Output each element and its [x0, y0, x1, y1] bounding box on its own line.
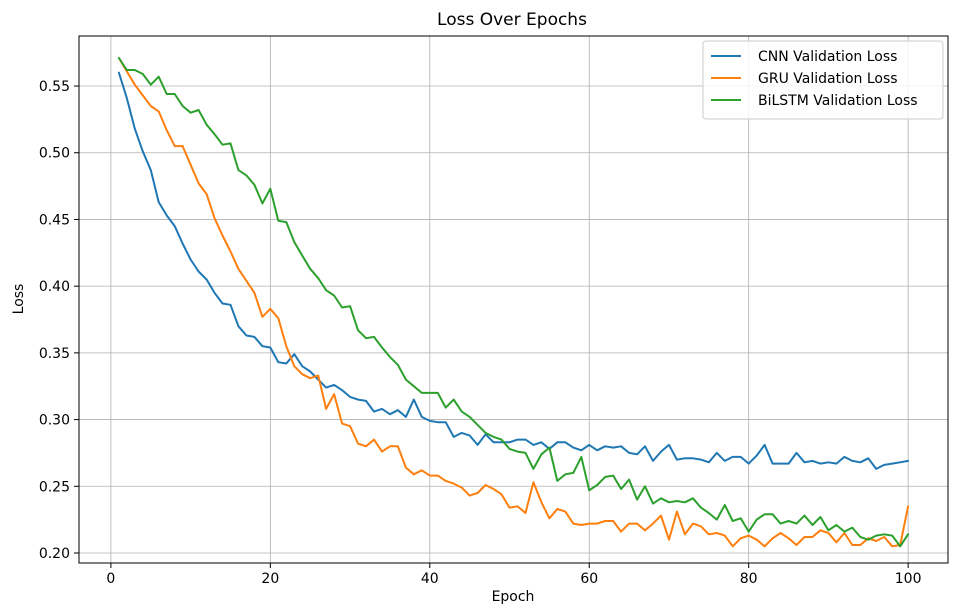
legend-label-cnn-validation-loss: CNN Validation Loss — [758, 49, 897, 65]
chart-title: Loss Over Epochs — [437, 10, 587, 30]
x-tick-label: 0 — [106, 571, 115, 587]
x-tick-label: 100 — [895, 571, 922, 587]
legend-box — [702, 40, 944, 120]
y-tick-label: 0.20 — [39, 546, 70, 562]
legend-label-gru-validation-loss: GRU Validation Loss — [758, 71, 898, 87]
axis-ticks: 0 20 40 60 80 100 0.20 0.25 0.30 0.35 0.40 0.45 0.50… — [39, 79, 922, 587]
legend: CNN Validation Loss GRU Validation Loss Bi… — [702, 40, 944, 120]
legend-label-bilstm-validation-loss: BiLSTM Validation Loss — [758, 93, 918, 109]
y-tick-label: 0.50 — [39, 146, 70, 162]
x-tick-label: 40 — [421, 571, 439, 587]
x-axis-label: Epoch — [492, 589, 535, 605]
series-line-cnn-validation-loss — [117, 71, 910, 470]
y-tick-label: 0.55 — [39, 79, 70, 95]
plot-frame — [78, 35, 949, 564]
y-tick-label: 0.30 — [39, 413, 70, 429]
x-tick-label: 20 — [261, 571, 279, 587]
series-line-bilstm-validation-loss — [117, 57, 910, 548]
y-tick-label: 0.35 — [39, 346, 70, 362]
y-axis-label: Loss — [11, 284, 27, 315]
x-tick-label: 60 — [580, 571, 598, 587]
series-lines — [117, 57, 910, 548]
x-tick-label: 80 — [740, 571, 758, 587]
y-tick-label: 0.40 — [39, 279, 70, 295]
series-line-gru-validation-loss — [117, 57, 910, 548]
y-tick-label: 0.45 — [39, 212, 70, 228]
grid-lines — [79, 36, 948, 563]
y-tick-label: 0.25 — [39, 479, 70, 495]
